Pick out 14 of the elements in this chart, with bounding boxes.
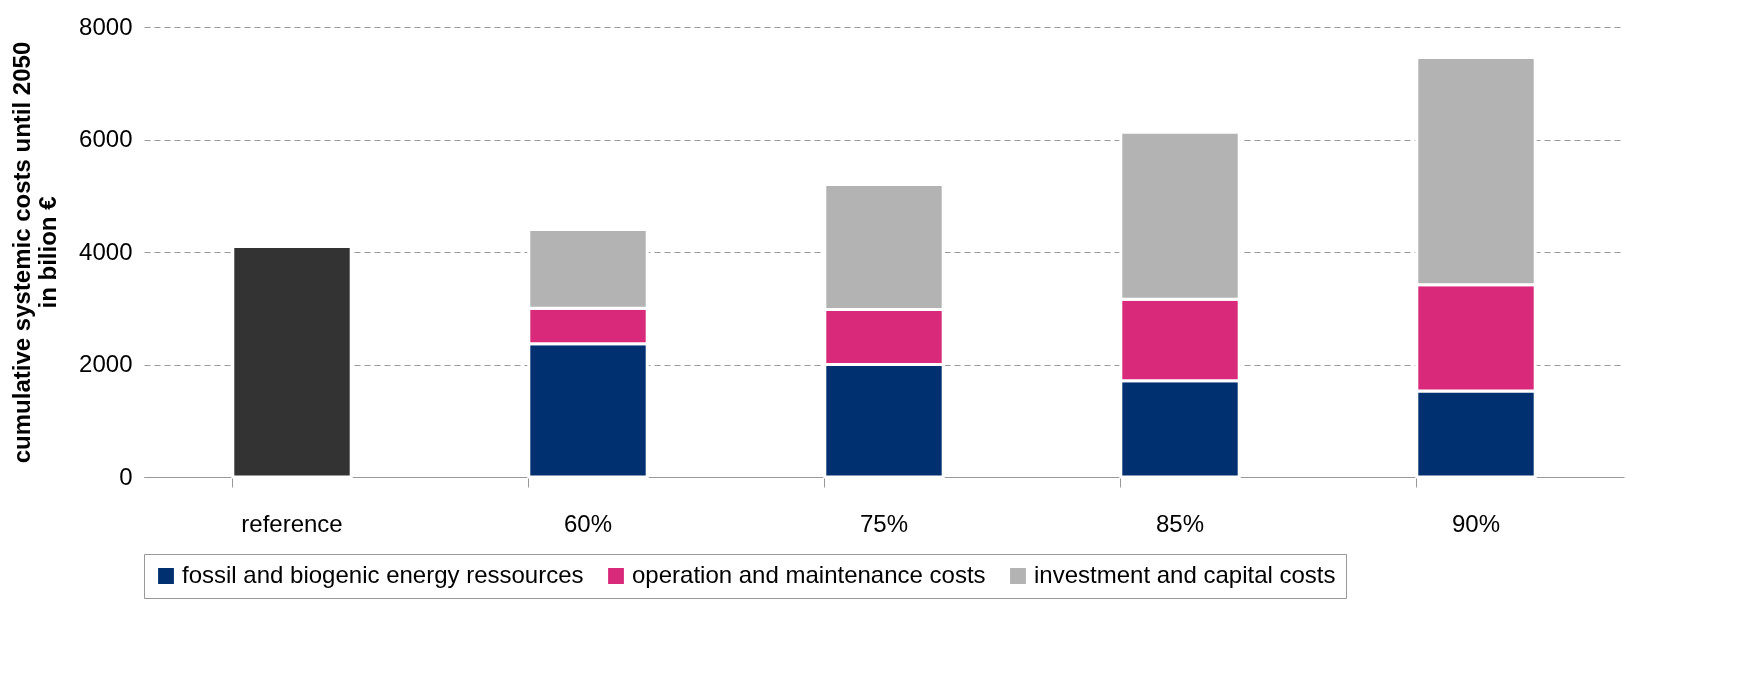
x-tick-label: 90% [1451,509,1501,537]
y-tick-label: 6000 [79,125,133,152]
y-axis-title: cumulative systemic costs until 2050 in bilion € [8,41,62,464]
y-tick-label: 0 [119,462,133,490]
x-tick-label: 60% [563,509,613,537]
y-tick-label: 2000 [79,350,133,377]
legend-label: fossil and biogenic energy ressources [182,561,584,588]
x-tick-label: 75% [859,509,909,537]
x-tick-label: reference [241,509,343,537]
y-tick-label: 8000 [79,12,133,40]
legend-label: operation and maintenance costs [632,561,986,588]
x-tick-label: 85% [1155,509,1205,537]
y-tick-label: 4000 [79,237,133,265]
legend-label: investment and capital costs [1034,561,1336,588]
